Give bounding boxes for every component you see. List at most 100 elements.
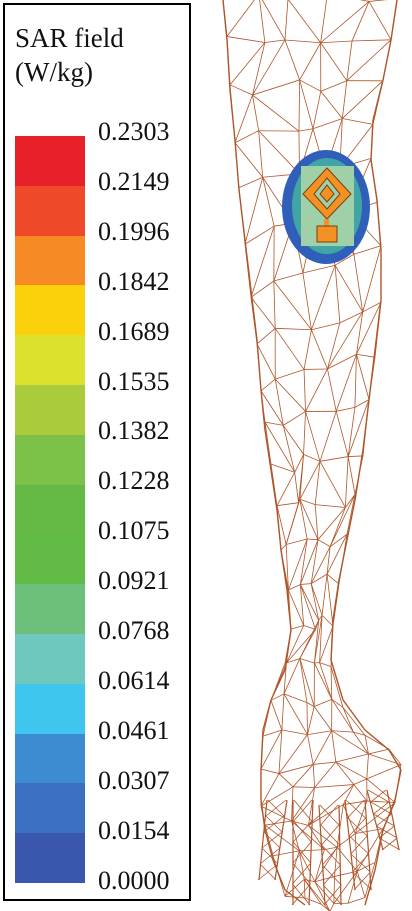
mesh-edge xyxy=(306,702,315,707)
mesh-edge xyxy=(260,390,266,423)
tick-label: 0.1382 xyxy=(98,416,170,446)
mesh-edge xyxy=(288,589,305,626)
mesh-edge xyxy=(314,698,332,707)
mesh-edge xyxy=(298,128,314,132)
mesh-edge xyxy=(335,354,357,412)
mesh-edge xyxy=(354,802,396,834)
mesh-edge xyxy=(299,498,316,505)
mesh-edge xyxy=(317,507,346,540)
mesh-edge xyxy=(234,142,240,188)
scale-color-step xyxy=(15,534,85,585)
mesh-edge xyxy=(265,799,287,817)
mesh-edge xyxy=(373,801,390,815)
mesh-edge xyxy=(264,421,284,426)
mesh-edge xyxy=(326,546,331,575)
mesh-edge xyxy=(354,833,358,872)
mesh-edge xyxy=(270,662,287,701)
mesh-edge xyxy=(314,461,321,505)
mesh-edge xyxy=(284,895,306,899)
mesh-edge xyxy=(292,820,312,843)
color-scale-bar xyxy=(15,136,85,883)
mesh-edge xyxy=(312,730,333,765)
mesh-edge xyxy=(320,42,348,81)
mesh-edge xyxy=(331,730,354,733)
mesh-edge xyxy=(353,245,382,255)
mesh-edge xyxy=(299,658,315,664)
mesh-edge xyxy=(303,411,306,455)
mesh-edge xyxy=(336,804,344,848)
mesh-edge xyxy=(378,825,395,839)
mesh-edge xyxy=(319,461,346,508)
mesh-edge xyxy=(347,407,356,457)
mesh-edge xyxy=(226,36,231,85)
mesh-edge xyxy=(278,764,314,774)
mesh-edge xyxy=(376,813,392,827)
mesh-edge xyxy=(291,820,325,850)
tick-label: 0.2149 xyxy=(98,166,170,196)
mesh-edge xyxy=(331,699,344,708)
mesh-edge xyxy=(324,846,338,850)
mesh-edge xyxy=(311,322,340,331)
mesh-edge xyxy=(294,472,299,503)
mesh-edge xyxy=(299,620,320,659)
mesh-edge xyxy=(312,764,316,788)
mesh-edge xyxy=(366,778,396,803)
mesh-edge xyxy=(260,729,283,770)
mesh-edge xyxy=(364,735,369,755)
mesh-edge xyxy=(327,322,341,370)
tick-label: 0.1228 xyxy=(98,466,170,496)
mesh-edge xyxy=(362,245,382,313)
mesh-edge xyxy=(270,463,295,473)
mesh-edge xyxy=(250,297,258,344)
mesh-edge xyxy=(258,130,300,175)
tick-label: 0.1842 xyxy=(98,266,170,296)
mesh-edge xyxy=(376,202,382,246)
mesh-edge xyxy=(321,614,334,627)
mesh-edge xyxy=(329,533,348,547)
mesh-edge xyxy=(353,731,366,736)
mesh-edge xyxy=(229,84,236,143)
antenna-patch xyxy=(282,150,370,264)
mesh-edge xyxy=(298,850,305,880)
mesh-edge xyxy=(291,787,315,822)
mesh-edge xyxy=(327,353,357,370)
mesh-edge xyxy=(286,629,292,664)
mesh-edge xyxy=(303,879,331,911)
tick-label: 0.1075 xyxy=(98,516,170,546)
mesh-edge xyxy=(335,411,349,457)
mesh-edge xyxy=(222,0,228,37)
mesh-edge xyxy=(352,853,370,873)
mesh-edge xyxy=(319,625,334,663)
mesh-edge xyxy=(259,0,266,43)
mesh-edge xyxy=(346,494,356,535)
mesh-edge xyxy=(342,80,384,119)
mesh-edge xyxy=(282,425,304,455)
mesh-edge xyxy=(350,835,368,855)
mesh-edge xyxy=(286,658,300,664)
mesh-edge xyxy=(299,539,319,585)
mesh-edge xyxy=(285,544,289,591)
mesh-edge xyxy=(293,799,313,822)
mesh-edge xyxy=(341,80,348,119)
mesh-edge xyxy=(356,353,376,358)
mesh-edge xyxy=(330,666,344,708)
mesh-edge xyxy=(305,411,321,462)
mesh-edge xyxy=(331,730,337,763)
mesh-edge xyxy=(348,455,364,457)
mesh-edge xyxy=(336,407,355,412)
mesh-edge xyxy=(356,302,382,355)
mesh-edge xyxy=(264,429,272,471)
mesh-edge xyxy=(299,79,314,129)
mesh-edge xyxy=(264,422,272,465)
mesh-edge xyxy=(280,544,287,551)
mesh-edge xyxy=(344,799,356,891)
mesh-edge xyxy=(270,700,283,731)
mesh-edge xyxy=(364,734,390,750)
mesh-edge xyxy=(303,879,306,898)
mesh-edge xyxy=(299,499,319,540)
mesh-edge xyxy=(252,42,266,96)
mesh-edge xyxy=(319,615,323,663)
mesh-edge xyxy=(244,239,252,291)
mesh-edge xyxy=(318,615,323,621)
mesh-edge xyxy=(260,786,294,807)
